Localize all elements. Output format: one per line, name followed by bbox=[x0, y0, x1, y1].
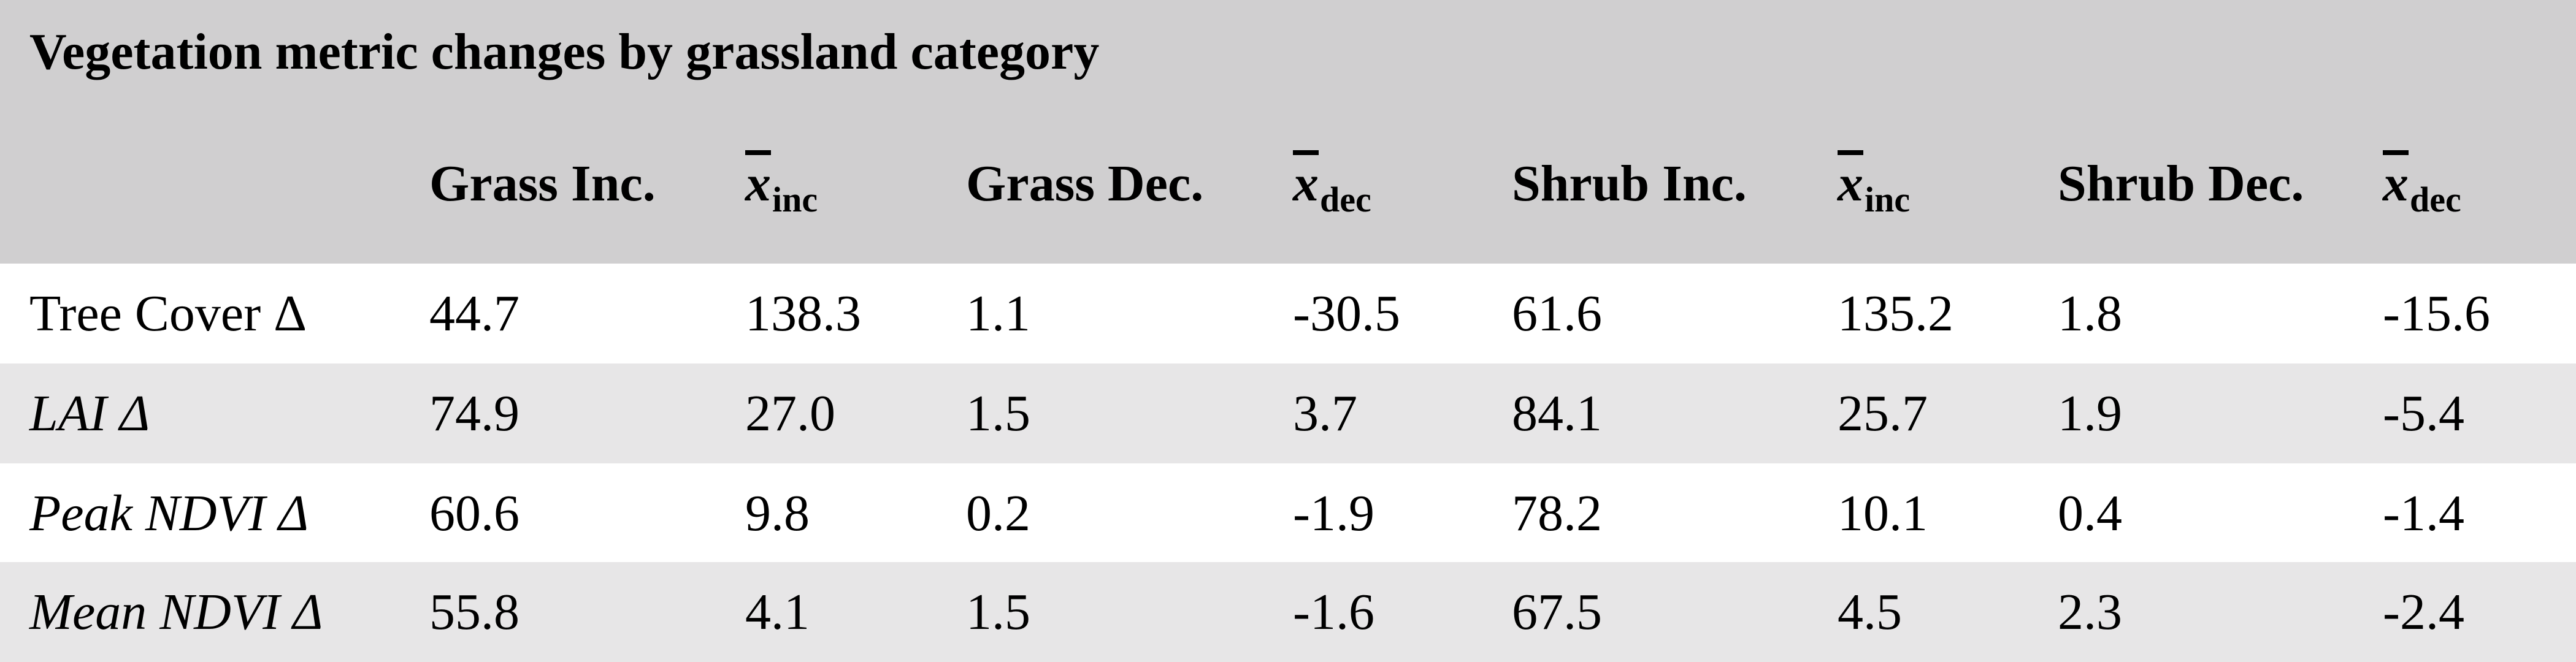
column-header-shrub-dec: Shrub Dec. bbox=[2058, 155, 2304, 212]
column-header-grass-inc: Grass Inc. bbox=[429, 155, 656, 212]
table-cell: 74.9 bbox=[429, 385, 519, 442]
table-cell: 3.7 bbox=[1293, 385, 1357, 442]
column-header-mean-inc-shrub: xinc bbox=[1838, 153, 1910, 230]
table-cell: -2.4 bbox=[2383, 584, 2464, 641]
table-cell: 1.1 bbox=[966, 285, 1030, 342]
table-cell: 10.1 bbox=[1838, 485, 1928, 542]
row-label: LAI Δ bbox=[29, 385, 150, 442]
table-cell: 4.5 bbox=[1838, 584, 1902, 641]
table-row-lai: LAI Δ 74.9 27.0 1.5 3.7 84.1 25.7 1.9 -5… bbox=[0, 363, 2576, 463]
row-label: Mean NDVI Δ bbox=[29, 584, 323, 641]
table-cell: -15.6 bbox=[2383, 285, 2490, 342]
table-cell: -1.6 bbox=[1293, 584, 1374, 641]
table-cell: 135.2 bbox=[1838, 285, 1953, 342]
row-label: Tree Cover Δ bbox=[29, 285, 307, 342]
table-row-mean-ndvi: Mean NDVI Δ 55.8 4.1 1.5 -1.6 67.5 4.5 2… bbox=[0, 562, 2576, 662]
table-cell: -1.4 bbox=[2383, 485, 2464, 542]
table-cell: 0.4 bbox=[2058, 485, 2122, 542]
table-header: Vegetation metric changes by grassland c… bbox=[0, 0, 2576, 264]
x-bar-symbol: x bbox=[1838, 155, 1863, 212]
table-title: Vegetation metric changes by grassland c… bbox=[29, 23, 1100, 80]
table-cell: 84.1 bbox=[1512, 385, 1602, 442]
table-cell: 1.5 bbox=[966, 385, 1030, 442]
column-header-mean-dec-grass: xdec bbox=[1293, 153, 1371, 230]
table-cell: 67.5 bbox=[1512, 584, 1602, 641]
table-cell: 2.3 bbox=[2058, 584, 2122, 641]
table-cell: 138.3 bbox=[745, 285, 861, 342]
table-cell: 61.6 bbox=[1512, 285, 1602, 342]
table-cell: 0.2 bbox=[966, 485, 1030, 542]
table-cell: 27.0 bbox=[745, 385, 835, 442]
table-cell: 55.8 bbox=[429, 584, 519, 641]
subscript: inc bbox=[772, 180, 818, 219]
row-label: Peak NDVI Δ bbox=[29, 485, 309, 542]
x-bar-symbol: x bbox=[2383, 155, 2409, 212]
table-cell: -5.4 bbox=[2383, 385, 2464, 442]
table-cell: 44.7 bbox=[429, 285, 519, 342]
table-cell: 9.8 bbox=[745, 485, 810, 542]
table-cell: 25.7 bbox=[1838, 385, 1928, 442]
column-header-shrub-inc: Shrub Inc. bbox=[1512, 155, 1747, 212]
subscript: dec bbox=[2410, 180, 2461, 219]
column-header-grass-dec: Grass Dec. bbox=[966, 155, 1204, 212]
subscript: dec bbox=[1320, 180, 1371, 219]
column-header-mean-dec-shrub: xdec bbox=[2383, 153, 2461, 230]
table-cell: 1.9 bbox=[2058, 385, 2122, 442]
column-header-mean-inc-grass: xinc bbox=[745, 153, 818, 230]
table-cell: -1.9 bbox=[1293, 485, 1374, 542]
table-row-peak-ndvi: Peak NDVI Δ 60.6 9.8 0.2 -1.9 78.2 10.1 … bbox=[0, 463, 2576, 563]
x-bar-symbol: x bbox=[1293, 155, 1319, 212]
table-cell: 60.6 bbox=[429, 485, 519, 542]
x-bar-symbol: x bbox=[745, 155, 771, 212]
table-cell: 1.8 bbox=[2058, 285, 2122, 342]
table-cell: 78.2 bbox=[1512, 485, 1602, 542]
table-cell: 1.5 bbox=[966, 584, 1030, 641]
table-cell: -30.5 bbox=[1293, 285, 1400, 342]
table-cell: 4.1 bbox=[745, 584, 810, 641]
subscript: inc bbox=[1865, 180, 1911, 219]
table-row-tree-cover: Tree Cover Δ 44.7 138.3 1.1 -30.5 61.6 1… bbox=[0, 264, 2576, 363]
